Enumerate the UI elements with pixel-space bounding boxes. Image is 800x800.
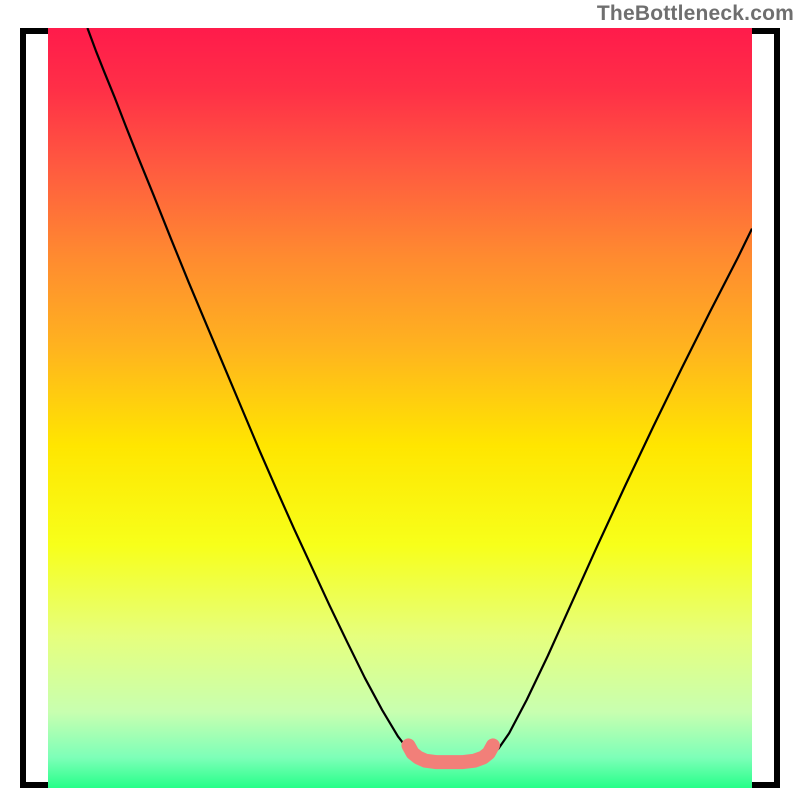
- chart-plot-area: [48, 28, 752, 788]
- watermark-text: TheBottleneck.com: [597, 0, 800, 26]
- gradient-background: [48, 28, 752, 788]
- chart-svg: [48, 28, 752, 788]
- figure-root: TheBottleneck.com: [0, 0, 800, 800]
